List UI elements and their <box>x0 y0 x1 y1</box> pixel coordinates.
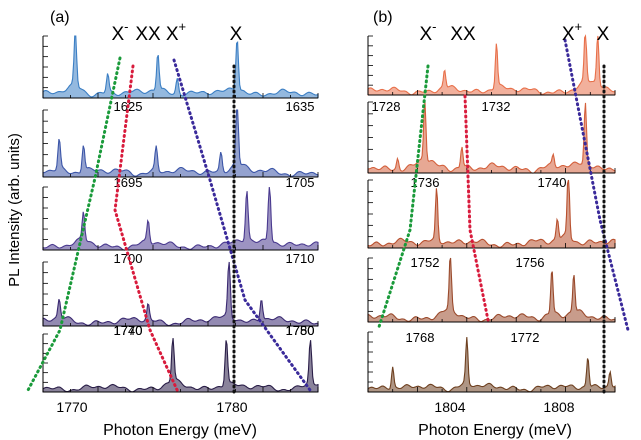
x-axis-label: Photon Energy (meV) <box>103 422 257 439</box>
row-tick-label: 1752 <box>411 255 440 270</box>
peak-label-text: X <box>597 24 610 45</box>
peak-label: X- <box>419 19 436 45</box>
peak-label-text: X <box>166 24 179 45</box>
panel-label: (a) <box>50 9 70 26</box>
x-tick-label: 1808 <box>543 399 574 415</box>
spectrum-1 <box>367 34 616 96</box>
peak-label: X- <box>111 19 128 45</box>
peak-label: X <box>597 24 610 45</box>
x-tick-label: 1804 <box>434 399 465 415</box>
peak-label-text: X <box>419 24 432 45</box>
row-tick-label: 1780 <box>286 323 315 338</box>
row-tick-label: 1768 <box>406 330 435 345</box>
peak-label-text: X <box>562 24 575 45</box>
guide-line-1 <box>376 64 430 332</box>
spectrum-5: 1768 1772 <box>367 330 616 393</box>
row-tick-label: 1695 <box>114 175 143 190</box>
spectrum-area <box>42 338 319 393</box>
row-tick-label: 1756 <box>516 255 545 270</box>
peak-label-text: XX <box>135 24 161 45</box>
row-tick-label: 1705 <box>286 175 315 190</box>
row-tick-label: 1770 <box>114 323 143 338</box>
spectrum-area <box>367 179 616 249</box>
guide-line-3 <box>563 38 630 332</box>
row-tick-label: 1740 <box>538 175 567 190</box>
peak-label-text: X <box>230 24 243 45</box>
peak-label: X+ <box>562 19 582 45</box>
spectrum-area <box>42 109 319 178</box>
peak-label-text: X <box>111 24 124 45</box>
spectrum-area <box>42 186 319 251</box>
peak-label-text: XX <box>450 24 476 45</box>
peak-label-sup: + <box>179 19 187 34</box>
spectrum-2: 1728 1732 <box>367 99 616 174</box>
peak-label: X <box>230 24 243 45</box>
spectrum-2: 1695 1705 <box>42 109 319 190</box>
panel-label: (b) <box>373 9 393 26</box>
row-tick-label: 1728 <box>372 99 401 114</box>
row-tick-label: 1732 <box>482 99 511 114</box>
peak-label: XX <box>450 24 476 45</box>
guide-line-3 <box>172 58 312 392</box>
spectrum-area <box>367 101 616 174</box>
guide-line-2 <box>113 64 180 394</box>
spectrum-5: 1770 1780 <box>42 323 319 393</box>
spectrum-area <box>42 35 319 99</box>
peak-label-sup: + <box>575 19 583 34</box>
spectrum-4: 1752 1756 <box>367 255 616 323</box>
spectrum-area <box>367 337 616 393</box>
x-tick-label: 1770 <box>56 399 87 415</box>
x-axis-label: Photon Energy (meV) <box>418 422 572 439</box>
row-tick-label: 1772 <box>511 330 540 345</box>
guide-line-1 <box>25 56 122 394</box>
peak-label-sup: - <box>124 19 128 34</box>
spectrum-3: 1736 1740 <box>367 175 616 249</box>
row-tick-label: 1635 <box>286 99 315 114</box>
y-axis-label: PL Intensity (arb. units) <box>6 133 23 287</box>
row-tick-label: 1736 <box>411 175 440 190</box>
spectrum-area <box>367 34 616 96</box>
peak-label-sup: - <box>432 19 436 34</box>
spectrum-4: 1740 1750 <box>42 261 319 338</box>
spectrum-area <box>42 261 319 327</box>
spectrum-1: 1625 1635 <box>42 35 319 114</box>
peak-label: XX <box>135 24 161 45</box>
peak-label: X+ <box>166 19 186 45</box>
row-tick-label: 1750 <box>286 323 315 338</box>
spectrum-area <box>367 257 616 323</box>
row-tick-label: 1740 <box>114 323 143 338</box>
row-tick-label: 1710 <box>286 251 315 266</box>
guide-line-2 <box>463 94 490 322</box>
x-tick-label: 1780 <box>216 399 247 415</box>
